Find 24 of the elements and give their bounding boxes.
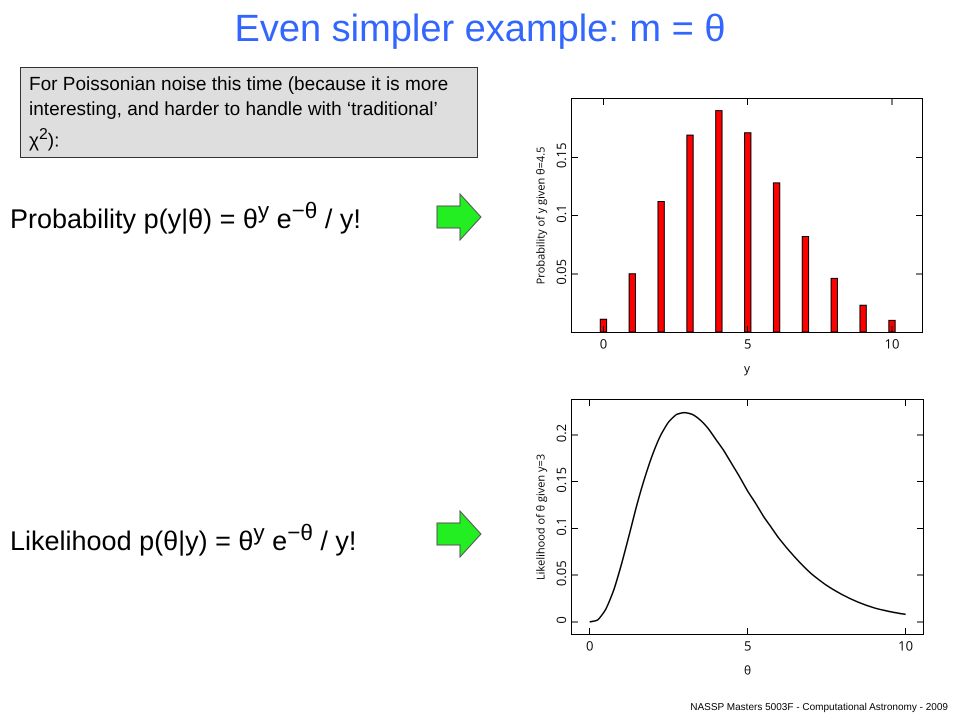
y-tick-label: 0.2	[552, 424, 570, 442]
y-tick-label: 0.15	[552, 466, 570, 493]
x-tick-label: 0	[586, 636, 594, 655]
y-tick-label: 0.15	[552, 142, 570, 168]
y-axis-title: Probability of y given θ=4.5	[533, 146, 548, 284]
text: For Poissonian noise this time (because it is more interesting, and harder to handle with ‘traditional’ χ$^{2}$):	[20, 67, 478, 158]
y-tick-label: 0.1	[552, 204, 570, 223]
text: Likelihood p(θ|y) = θ$^{y}$ e$^{−θ}$ / y!	[10, 520, 356, 557]
chart-title: Even simpler example: m = θ	[233, 8, 727, 51]
y-tick-label: 0.1	[552, 517, 570, 536]
x-tick-label: 10	[898, 636, 914, 655]
text: NASSP Masters 5003F - Computational Astronomy - 2009	[690, 702, 948, 713]
y-tick-label: 0.05	[552, 258, 570, 285]
y-axis-title: Likelihood of θ given y=3	[533, 454, 548, 580]
x-axis-title: θ	[744, 662, 752, 678]
text: Probability p(y|θ) = θ$^{y}$ e$^{−θ}$ / y!	[10, 198, 361, 235]
line-series	[588, 412, 906, 623]
y-tick-label: 0	[552, 616, 570, 624]
y-tick-label: 0.05	[552, 560, 570, 586]
x-axis-title: y	[744, 360, 751, 376]
x-tick-label: 5	[744, 636, 752, 655]
x-tick-label: 0	[600, 334, 608, 353]
x-tick-label: 10	[884, 334, 900, 353]
x-tick-label: 5	[744, 334, 752, 353]
